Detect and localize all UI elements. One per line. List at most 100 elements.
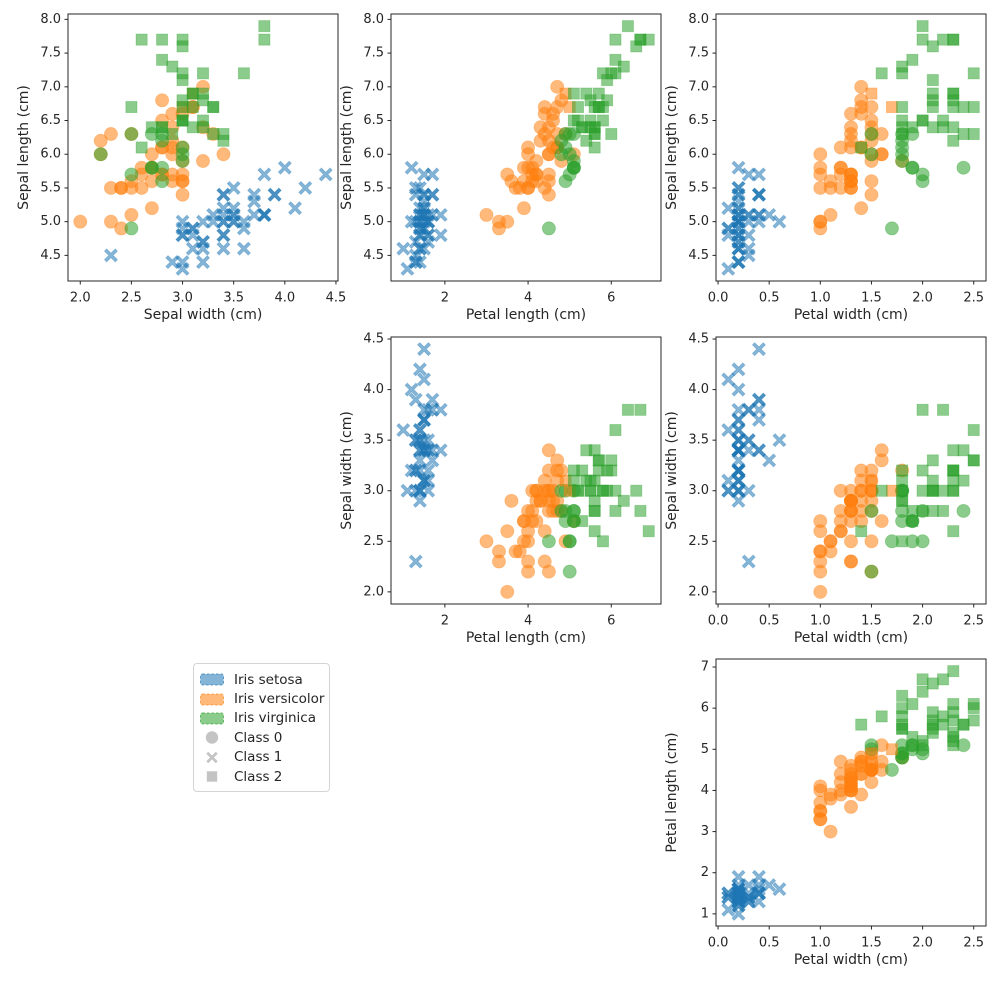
data-point: [947, 474, 960, 487]
data-point: [926, 74, 939, 87]
x-tick-label: 2: [441, 614, 449, 629]
data-point: [751, 402, 767, 417]
y-tick-label: 2.5: [688, 534, 709, 549]
data-point: [854, 483, 869, 498]
data-point: [541, 443, 556, 458]
y-axis-label: Petal length (cm): [664, 732, 680, 852]
data-point: [885, 484, 898, 497]
data-point: [500, 167, 515, 182]
data-point: [947, 665, 960, 678]
data-point: [885, 743, 898, 756]
y-tick-label: 3.0: [688, 483, 709, 498]
data-point: [947, 101, 960, 114]
data-point: [874, 514, 889, 529]
data-point: [521, 564, 536, 579]
data-point: [580, 87, 593, 100]
data-point: [813, 167, 828, 182]
data-point: [580, 134, 593, 147]
data-point: [156, 33, 169, 46]
data-point: [226, 180, 241, 196]
data-point: [813, 214, 828, 229]
data-point: [957, 474, 970, 487]
data-point: [823, 534, 838, 549]
data-point: [906, 730, 919, 743]
data-point: [854, 758, 869, 773]
data-point: [906, 698, 919, 711]
data-point: [947, 134, 960, 147]
data-point: [896, 722, 909, 735]
data-point: [412, 362, 427, 377]
data-point: [916, 685, 929, 698]
data-point: [412, 422, 427, 438]
data-point: [412, 493, 427, 508]
data-point: [267, 187, 282, 202]
data-point: [731, 255, 746, 270]
data-point: [196, 67, 209, 80]
data-point: [741, 483, 756, 498]
data-point: [609, 53, 622, 66]
y-axis-label: Sepal length (cm): [339, 85, 355, 210]
data-point: [731, 241, 746, 256]
x-tick-label: 6: [607, 614, 615, 629]
y-axis-label: Sepal length (cm): [16, 85, 32, 210]
data-point: [906, 53, 919, 66]
data-point: [751, 187, 767, 202]
x-tick-label: 2.5: [963, 936, 984, 951]
data-point: [741, 167, 756, 182]
data-point: [956, 503, 971, 518]
data-point: [562, 534, 577, 549]
data-point: [617, 494, 630, 507]
data-point: [864, 187, 879, 202]
data-point: [843, 503, 858, 518]
scatter-axes-b: 2 4 6 4.5 5.0 5.5 6.0 6.5 7.0 7.5 8.0 Petal length …: [339, 12, 662, 323]
data-point: [609, 504, 622, 517]
data-point: [175, 187, 190, 202]
data-point: [813, 779, 828, 794]
data-point: [937, 718, 950, 731]
data-point: [864, 113, 879, 128]
data-point: [196, 121, 209, 134]
data-point: [103, 127, 118, 142]
subplot-petal-length-vs-sepal-width: 2 4 6 2.0 2.5 3.0 3.5 4.0 4.5 Petal length (cm) Se…: [336, 327, 676, 657]
data-point: [562, 127, 577, 142]
data-point: [731, 402, 746, 417]
data-point: [144, 147, 159, 162]
data-point: [195, 153, 210, 168]
data-point: [731, 463, 746, 478]
data-point: [896, 484, 909, 497]
legend-label-class-2: Class 2: [234, 768, 283, 785]
data-point: [516, 201, 531, 216]
data-point: [258, 20, 271, 33]
data-point: [731, 412, 746, 427]
data-point: [216, 147, 231, 162]
data-point: [772, 433, 787, 448]
data-point: [621, 20, 634, 33]
data-point: [412, 241, 427, 256]
data-point: [947, 726, 960, 739]
y-tick-label: 4.5: [40, 248, 61, 263]
data-point: [277, 160, 292, 175]
data-point: [500, 584, 515, 599]
data-point: [572, 101, 585, 114]
data-point: [731, 493, 746, 508]
data-point: [592, 101, 605, 114]
y-tick-label: 6.5: [363, 113, 384, 128]
data-point: [166, 60, 179, 73]
legend-swatch-iris-versicolor: [199, 692, 225, 707]
data-point: [621, 403, 634, 416]
data-point: [207, 128, 220, 141]
data-point: [601, 464, 614, 477]
legend-swatch-iris-setosa: [199, 672, 225, 687]
legend-swatch-iris-virginica: [199, 711, 225, 726]
x-tick-label: 0.0: [708, 614, 729, 629]
data-point: [93, 133, 108, 148]
data-point: [937, 504, 950, 517]
y-tick-label: 5.0: [688, 214, 709, 229]
y-tick-label: 2.5: [363, 534, 384, 549]
data-point: [833, 180, 848, 195]
data-point: [731, 453, 746, 468]
scatter-axes-e: 0.0 0.5 1.0 1.5 2.0 2.5 2.0 2.5 3.0 3.5 4.0 4.5 Peta…: [664, 332, 987, 646]
x-axis-label: Petal length (cm): [466, 307, 586, 323]
data-point: [875, 710, 888, 723]
data-point: [166, 128, 179, 141]
